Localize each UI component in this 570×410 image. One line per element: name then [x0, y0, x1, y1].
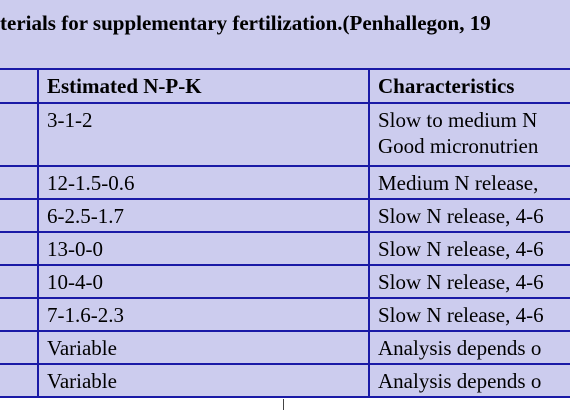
- material-cell: [0, 264, 39, 299]
- table-caption: terials for supplementary fertilization.…: [0, 11, 491, 35]
- npk-table: Estimated N-P-K Characteristics 3-1-2 Sl…: [0, 68, 570, 398]
- characteristics-cell: Slow N release, 4-6: [368, 231, 570, 266]
- table-row: Variable Analysis depends o: [0, 330, 570, 365]
- table-row: 7-1.6-2.3 Slow N release, 4-6: [0, 297, 570, 332]
- table-row: 13-0-0 Slow N release, 4-6: [0, 231, 570, 266]
- material-cell: [0, 165, 39, 200]
- page-divider-mark: [283, 399, 284, 410]
- characteristics-cell: Medium N release,: [368, 165, 570, 200]
- material-cell: [0, 198, 39, 233]
- characteristics-cell: Slow N release, 4-6: [368, 198, 570, 233]
- table-row: 6-2.5-1.7 Slow N release, 4-6: [0, 198, 570, 233]
- material-cell: [0, 102, 39, 167]
- npk-cell: Variable: [37, 363, 370, 398]
- npk-cell: 7-1.6-2.3: [37, 297, 370, 332]
- header-npk: Estimated N-P-K: [37, 68, 370, 104]
- material-cell: [0, 330, 39, 365]
- characteristics-cell: Slow to medium N Good micronutrien: [368, 102, 570, 167]
- characteristics-cell: Slow N release, 4-6: [368, 264, 570, 299]
- material-cell: [0, 231, 39, 266]
- characteristics-line: Slow to medium N: [378, 108, 538, 132]
- caption-band: terials for supplementary fertilization.…: [0, 0, 570, 68]
- table-row: 12-1.5-0.6 Medium N release,: [0, 165, 570, 200]
- npk-cell: Variable: [37, 330, 370, 365]
- table-row: 3-1-2 Slow to medium N Good micronutrien: [0, 102, 570, 167]
- characteristics-cell: Analysis depends o: [368, 330, 570, 365]
- npk-cell: 6-2.5-1.7: [37, 198, 370, 233]
- npk-cell: 10-4-0: [37, 264, 370, 299]
- npk-cell: 3-1-2: [37, 102, 370, 167]
- header-characteristics: Characteristics: [368, 68, 570, 104]
- characteristics-line: Good micronutrien: [378, 134, 539, 158]
- page-bottom-margin: [0, 399, 570, 410]
- header-material: [0, 68, 39, 104]
- material-cell: [0, 363, 39, 398]
- table-header-row: Estimated N-P-K Characteristics: [0, 68, 570, 104]
- characteristics-cell: Slow N release, 4-6: [368, 297, 570, 332]
- characteristics-cell: Analysis depends o: [368, 363, 570, 398]
- table-row: Variable Analysis depends o: [0, 363, 570, 398]
- material-cell: [0, 297, 39, 332]
- table-row: 10-4-0 Slow N release, 4-6: [0, 264, 570, 299]
- npk-cell: 13-0-0: [37, 231, 370, 266]
- npk-cell: 12-1.5-0.6: [37, 165, 370, 200]
